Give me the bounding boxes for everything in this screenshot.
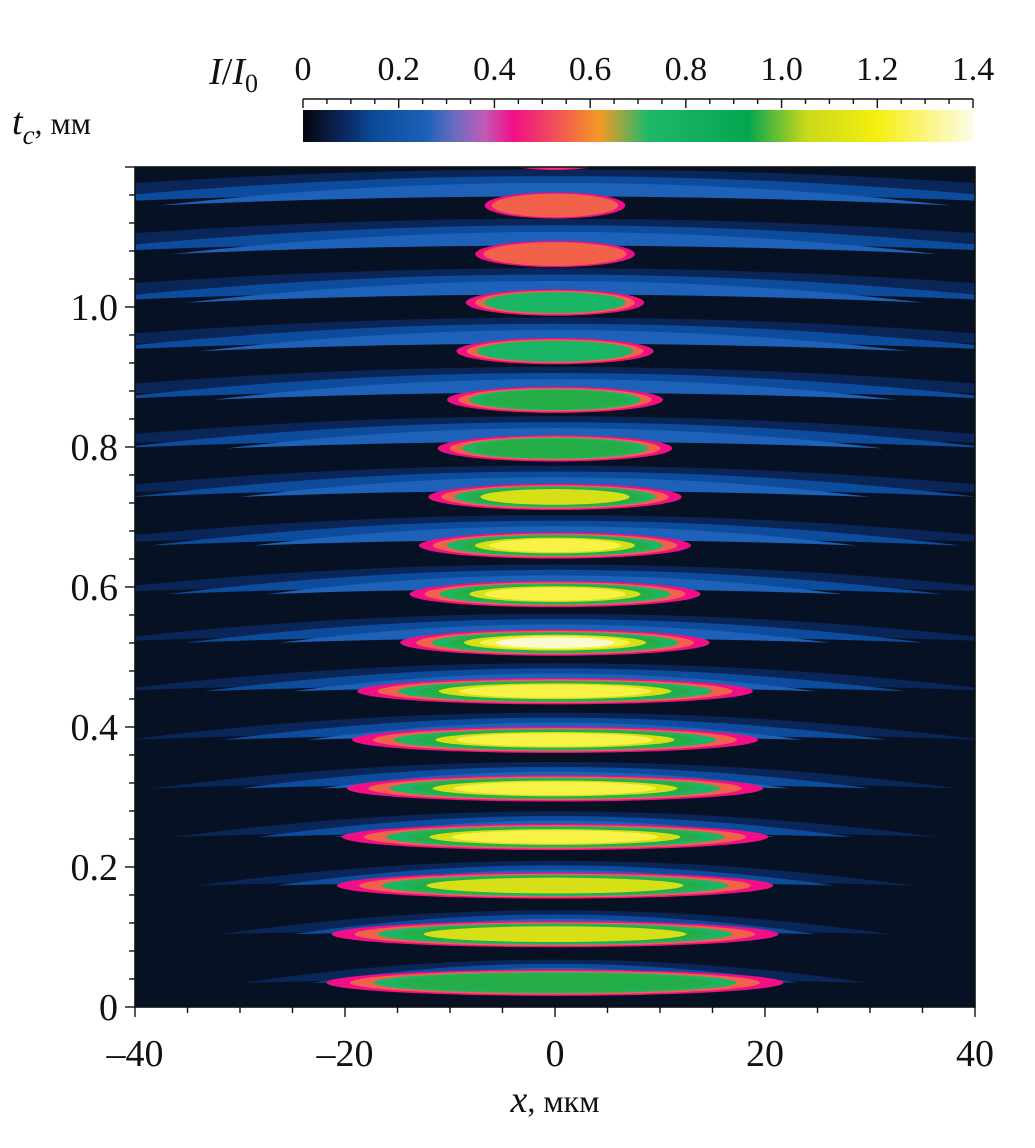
colorbar-label: I/I0 (208, 51, 258, 98)
x-tick-label: –20 (316, 1033, 374, 1075)
fringe-central (473, 439, 637, 458)
fringe-central (484, 292, 626, 314)
heatmap-layer (135, 167, 975, 996)
fringe-central (476, 340, 634, 362)
fringe-central (527, 167, 583, 169)
x-axis-tick-labels: –40 –20 0 20 40 (106, 1033, 995, 1075)
fringe-central (495, 637, 615, 648)
y-axis-ticks (125, 166, 135, 1008)
colorbar-ticks (302, 99, 974, 108)
y-tick-label: 0.6 (71, 567, 119, 609)
x-axis-label: x, мкм (510, 1079, 600, 1121)
fringe-central (484, 587, 626, 601)
x-tick-label: 0 (546, 1033, 565, 1075)
colorbar-tick-label: 0 (295, 51, 312, 88)
fringe-central (488, 538, 622, 553)
y-axis-tick-labels: 0 0.2 0.4 0.6 0.8 1.0 (71, 287, 119, 1029)
colorbar-tick-label: 1.4 (952, 51, 995, 88)
fringe-central (451, 830, 659, 844)
fringe-central (426, 877, 684, 894)
colorbar-tick-label: 1.0 (760, 51, 803, 88)
fringe-central (458, 684, 652, 698)
y-tick-label: 0 (99, 987, 118, 1029)
fringe-central (456, 733, 654, 747)
fringe-central (397, 973, 713, 992)
colorbar-tick-labels: 0 0.2 0.4 0.6 0.8 1.0 1.2 1.4 (295, 51, 995, 88)
fringe-central (480, 489, 630, 505)
fringe-central (483, 242, 627, 266)
y-tick-label: 0.2 (71, 847, 119, 889)
x-axis-ticks (134, 1007, 976, 1017)
y-tick-label: 0.8 (71, 427, 119, 469)
colorbar-tick-label: 1.2 (856, 51, 899, 88)
y-tick-label: 1.0 (71, 287, 119, 329)
y-tick-label: 0.4 (71, 707, 119, 749)
fringe-central (423, 926, 687, 942)
x-tick-label: –40 (106, 1033, 164, 1075)
fringe-central (453, 781, 657, 795)
fringe-central (480, 390, 630, 409)
x-tick-label: 20 (746, 1033, 784, 1075)
fringe-central (516, 167, 594, 170)
colorbar: I/I0 0 0.2 0.4 0.6 0.8 1.0 1.2 1.4 (208, 51, 994, 142)
colorbar-tick-label: 0.2 (377, 51, 420, 88)
colorbar-tick-label: 0.6 (569, 51, 612, 88)
x-tick-label: 40 (956, 1033, 994, 1075)
colorbar-bar (303, 110, 973, 142)
colorbar-tick-label: 0.4 (473, 51, 516, 88)
y-axis-label: tc, мм (12, 101, 91, 150)
fringe-central (491, 193, 619, 218)
colorbar-tick-label: 0.8 (665, 51, 708, 88)
plot-area (134, 166, 976, 1008)
